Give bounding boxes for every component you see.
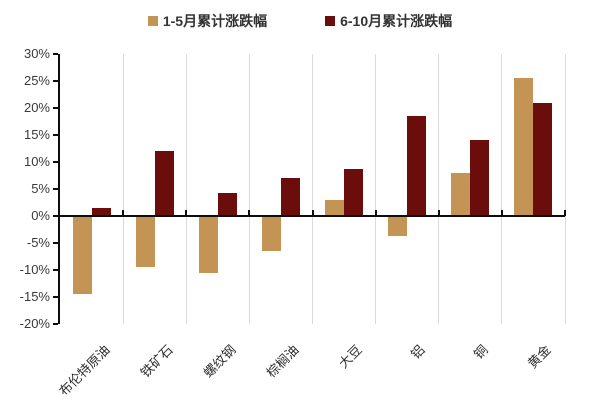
bar-series1-7: [451, 172, 471, 216]
y-axis-tick-label: 5%: [31, 181, 50, 196]
bar-series1-4: [261, 216, 281, 252]
y-axis-tick: [53, 323, 58, 325]
zero-baseline-tick: [437, 210, 440, 216]
y-axis-tick-label: -10%: [19, 262, 50, 277]
legend-item-series-1: 1-5月累计涨跌幅: [147, 11, 268, 31]
vertical-gridline: [312, 54, 313, 324]
y-axis-tick: [53, 215, 58, 217]
y-axis-tick-label: 25%: [23, 73, 50, 88]
vertical-gridline: [375, 54, 377, 324]
y-axis-tick: [53, 188, 58, 190]
bar-series2-3: [217, 193, 237, 216]
y-axis-tick: [53, 269, 58, 271]
zero-baseline-tick: [248, 210, 251, 216]
vertical-gridline: [501, 54, 503, 324]
bar-series2-6: [407, 115, 427, 216]
vertical-gridline: [122, 54, 124, 324]
bar-series2-2: [154, 151, 174, 216]
bar-series1-1: [72, 216, 92, 295]
bar-series1-8: [514, 78, 534, 216]
vertical-gridline: [248, 54, 250, 324]
legend-swatch-gold: [147, 16, 158, 26]
x-axis-label: 棕榈油: [263, 342, 302, 381]
bar-series2-5: [344, 169, 364, 216]
y-axis-tick-label: -15%: [19, 289, 50, 304]
x-axis-label: 黄金: [525, 342, 555, 372]
y-axis-tick: [53, 53, 58, 55]
y-axis-line: [58, 54, 60, 324]
y-axis-tick-label: -5%: [26, 235, 50, 250]
bar-series1-5: [325, 199, 345, 216]
x-axis-label: 铁矿石: [137, 342, 176, 381]
x-axis-label: 铜: [471, 342, 492, 362]
vertical-gridline: [564, 54, 566, 324]
zero-baseline-tick: [185, 210, 188, 216]
legend-label-series-2: 6-10月累计涨跌幅: [340, 13, 453, 29]
y-axis-tick-label: 20%: [23, 100, 50, 115]
plot-area: 30% 25% 20% 15% 10% 5% 0% -5% -10% -15% -20% 布伦特原油铁…: [20, 46, 566, 399]
y-axis-tick: [53, 242, 58, 244]
zero-baseline-tick: [564, 210, 566, 216]
bar-series2-7: [470, 140, 490, 216]
y-axis-tick-label: 10%: [23, 154, 50, 169]
y-axis-tick-label: 30%: [23, 46, 50, 61]
x-axis-label: 布伦特原油: [55, 342, 113, 399]
y-axis-tick-label: -20%: [19, 316, 50, 331]
legend-item-series-2: 6-10月累计涨跌幅: [325, 11, 452, 31]
y-axis-tick-label: 0%: [31, 208, 50, 223]
zero-baseline-tick: [374, 210, 377, 216]
bar-series2-8: [533, 102, 553, 216]
x-axis-label: 铝: [408, 342, 428, 362]
vertical-gridline: [438, 54, 440, 324]
legend-label-series-1: 1-5月累计涨跌幅: [162, 13, 268, 29]
y-axis-tick-label: 15%: [23, 127, 50, 142]
bar-series1-6: [388, 216, 408, 236]
zero-baseline-tick: [500, 210, 503, 216]
chart-legend: 1-5月累计涨跌幅 6-10月累计涨跌幅: [0, 10, 600, 32]
y-axis-tick: [53, 134, 58, 136]
y-axis-tick: [53, 80, 58, 82]
x-axis-label: 螺纹钢: [200, 342, 239, 381]
bar-series2-4: [280, 178, 300, 216]
bar-series2-1: [91, 207, 111, 216]
bar-series1-3: [198, 216, 218, 273]
bar-series1-2: [135, 216, 155, 268]
x-axis-label: 大豆: [335, 342, 365, 372]
legend-swatch-maroon: [325, 16, 336, 26]
zero-baseline-tick: [311, 210, 314, 216]
vertical-gridline: [185, 54, 187, 324]
zero-baseline: [60, 215, 565, 217]
y-axis-tick: [53, 296, 58, 298]
y-axis-tick: [53, 107, 58, 109]
y-axis-tick: [53, 161, 58, 163]
zero-baseline-tick: [122, 210, 125, 216]
